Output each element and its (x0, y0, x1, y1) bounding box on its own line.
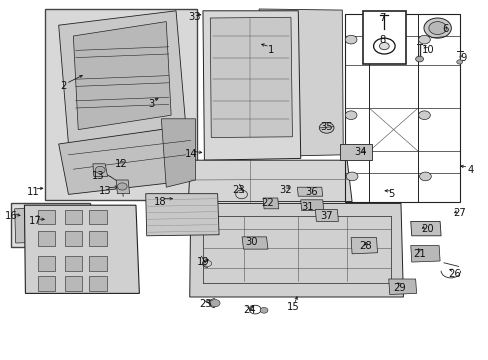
Text: 37: 37 (320, 211, 332, 221)
Text: 1: 1 (267, 45, 274, 55)
Text: 15: 15 (286, 302, 299, 312)
Text: 13: 13 (99, 186, 111, 196)
Circle shape (345, 35, 356, 44)
Polygon shape (350, 238, 377, 254)
Circle shape (379, 42, 388, 50)
Text: 14: 14 (184, 149, 197, 159)
Text: 22: 22 (261, 198, 274, 208)
Circle shape (95, 166, 105, 174)
Polygon shape (73, 22, 171, 130)
Text: 30: 30 (245, 237, 258, 247)
Polygon shape (297, 187, 322, 196)
Text: 26: 26 (447, 269, 460, 279)
Bar (45, 9, 196, 200)
Polygon shape (300, 200, 323, 211)
Text: 17: 17 (29, 216, 41, 226)
Circle shape (456, 60, 462, 64)
Bar (89, 231, 106, 246)
Circle shape (373, 38, 394, 54)
Bar (38, 256, 55, 271)
Text: 33: 33 (188, 12, 201, 22)
Text: 5: 5 (387, 189, 394, 199)
Bar (89, 210, 106, 224)
Polygon shape (242, 237, 267, 249)
Polygon shape (388, 279, 416, 294)
Bar (11, 203, 90, 247)
Text: 2: 2 (60, 81, 67, 91)
Polygon shape (410, 246, 439, 262)
Polygon shape (210, 17, 292, 138)
Bar (64, 256, 82, 271)
Text: 20: 20 (421, 224, 433, 234)
Text: 31: 31 (300, 202, 313, 212)
Text: 24: 24 (243, 305, 255, 315)
Circle shape (346, 172, 357, 181)
Polygon shape (59, 11, 185, 144)
Text: 6: 6 (441, 24, 447, 34)
Polygon shape (93, 164, 107, 176)
Polygon shape (116, 180, 129, 194)
Bar (38, 210, 55, 224)
Circle shape (423, 18, 450, 38)
Bar (64, 210, 82, 224)
Text: 32: 32 (279, 185, 292, 195)
Text: 19: 19 (196, 257, 209, 267)
Circle shape (419, 172, 430, 181)
Polygon shape (410, 221, 440, 236)
Polygon shape (339, 144, 371, 160)
Circle shape (117, 183, 127, 190)
Polygon shape (259, 9, 343, 157)
Polygon shape (188, 160, 351, 202)
Circle shape (260, 307, 267, 313)
Text: 12: 12 (115, 159, 127, 169)
Text: 28: 28 (359, 240, 371, 251)
Polygon shape (315, 210, 338, 221)
Text: 11: 11 (27, 186, 40, 197)
Text: 10: 10 (421, 45, 433, 55)
Bar (38, 231, 55, 246)
Circle shape (210, 300, 220, 307)
Text: 16: 16 (4, 211, 17, 221)
Text: 9: 9 (459, 53, 466, 63)
Text: 13: 13 (91, 171, 104, 181)
Polygon shape (203, 11, 300, 160)
Text: 36: 36 (305, 186, 318, 197)
Polygon shape (189, 203, 403, 297)
Circle shape (418, 111, 429, 120)
Bar (64, 231, 82, 246)
Text: 21: 21 (412, 249, 425, 259)
Bar (38, 276, 55, 291)
Text: 25: 25 (199, 299, 211, 309)
Text: 34: 34 (354, 147, 366, 157)
Polygon shape (161, 119, 195, 187)
Text: 4: 4 (467, 165, 472, 175)
Circle shape (418, 35, 429, 44)
Text: 3: 3 (148, 99, 154, 109)
Bar (89, 276, 106, 291)
Polygon shape (15, 207, 85, 243)
Text: 29: 29 (393, 283, 406, 293)
Text: 27: 27 (452, 208, 465, 218)
Text: 18: 18 (154, 197, 166, 207)
Circle shape (428, 22, 446, 35)
Text: 23: 23 (232, 185, 244, 195)
Bar (64, 276, 82, 291)
Polygon shape (145, 194, 219, 236)
Polygon shape (24, 205, 139, 293)
Text: 8: 8 (379, 35, 385, 45)
Text: 7: 7 (378, 13, 385, 23)
Circle shape (319, 122, 333, 133)
Circle shape (345, 111, 356, 120)
Polygon shape (263, 198, 278, 209)
Circle shape (415, 56, 423, 62)
Bar (89, 256, 106, 271)
Polygon shape (59, 126, 195, 194)
Bar (362, 11, 405, 64)
Text: 35: 35 (320, 122, 332, 132)
